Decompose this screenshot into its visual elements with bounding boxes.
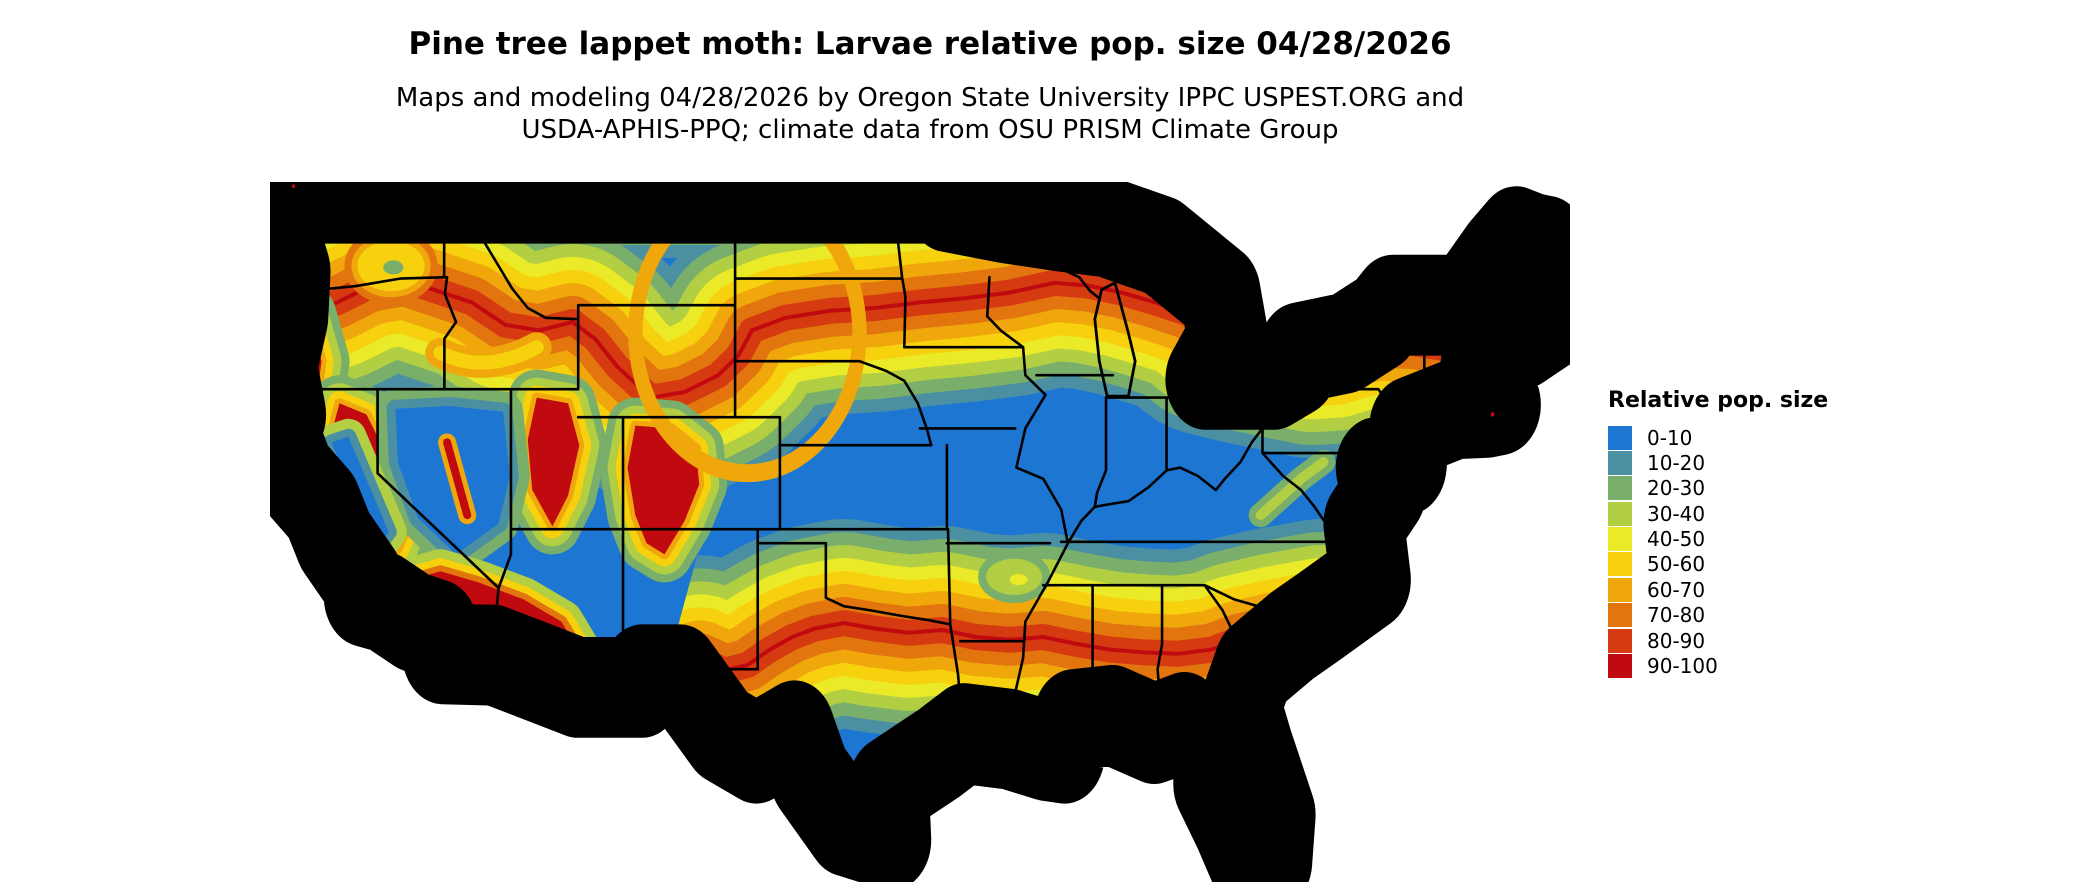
legend-label: 20-30 [1647, 476, 1706, 501]
snake-river-plain-arc [440, 347, 536, 363]
legend-row: 10-20 [1608, 450, 1828, 475]
nantucket-island [1490, 412, 1495, 417]
legend-swatch-90-100 [1608, 654, 1632, 679]
legend-swatch-50-60 [1608, 552, 1632, 577]
legend-title: Relative pop. size [1608, 388, 1829, 413]
great-lakes [1001, 224, 1353, 396]
map-legend: Relative pop. size 0-10 10-20 20-30 30-4… [1608, 388, 1828, 679]
subtitle-line-1: Maps and modeling 04/28/2026 by Oregon S… [395, 83, 1465, 113]
state-borders [278, 193, 1483, 732]
legend-row: 20-30 [1608, 476, 1828, 501]
lake-huron [1169, 276, 1221, 360]
legend-label: 90-100 [1647, 654, 1718, 679]
legend-swatch-70-80 [1608, 603, 1632, 628]
legend-label: 40-50 [1647, 527, 1706, 552]
legend-swatch-20-30 [1608, 476, 1632, 501]
legend-row: 50-60 [1608, 552, 1828, 577]
lake-michigan [1095, 283, 1135, 396]
black-hills-patch [628, 184, 867, 483]
legend-swatch-60-70 [1608, 577, 1632, 602]
legend-swatch-10-20 [1608, 450, 1632, 475]
channel-island [384, 615, 388, 621]
ozark-highlands-patch [986, 559, 1042, 595]
nevada-range-streak [447, 442, 467, 515]
lake-ontario [1279, 336, 1353, 351]
channel-island [396, 621, 400, 626]
figure-subtitle: Maps and modeling 04/28/2026 by Oregon S… [0, 82, 1860, 146]
ozark-core [1009, 574, 1028, 586]
legend-swatch-30-40 [1608, 501, 1632, 526]
figure-title: Pine tree lappet moth: Larvae relative p… [408, 26, 1452, 62]
puget-sound-inlet [299, 209, 306, 241]
appalachian-ridge-streak [1261, 462, 1324, 515]
wasatch-utah-blob [528, 398, 580, 527]
us-map-svg [270, 182, 1570, 882]
legend-swatch-80-90 [1608, 628, 1632, 653]
florida-keys [1221, 876, 1225, 881]
legend-label: 30-40 [1647, 501, 1706, 526]
columbia-basin-core [383, 260, 404, 275]
us-population-map [270, 182, 1570, 882]
legend-row: 30-40 [1608, 501, 1828, 526]
legend-row: 70-80 [1608, 603, 1828, 628]
legend-row: 90-100 [1608, 654, 1828, 679]
columbia-basin-patch [357, 241, 424, 291]
legend-label: 70-80 [1647, 603, 1706, 628]
subtitle-line-2: USDA-APHIS-PPQ; climate data from OSU PR… [521, 115, 1339, 145]
legend-row: 0-10 [1608, 425, 1828, 450]
legend-row: 40-50 [1608, 527, 1828, 552]
legend-swatch-0-10 [1608, 425, 1632, 450]
legend-label: 80-90 [1647, 628, 1706, 653]
legend-label: 10-20 [1647, 450, 1706, 475]
legend-label: 50-60 [1647, 552, 1706, 577]
lake-superior [1001, 224, 1175, 265]
legend-swatch-40-50 [1608, 527, 1632, 552]
florida-keys [1234, 872, 1238, 878]
legend-label: 60-70 [1647, 577, 1706, 602]
legend-label: 0-10 [1647, 425, 1693, 450]
legend-row: 60-70 [1608, 577, 1828, 602]
legend-row: 80-90 [1608, 628, 1828, 653]
northwest-coast-speck [291, 184, 296, 189]
lake-erie [1210, 367, 1295, 395]
offshore-islands [291, 184, 1495, 881]
great-basin-low-population-region [272, 406, 510, 554]
